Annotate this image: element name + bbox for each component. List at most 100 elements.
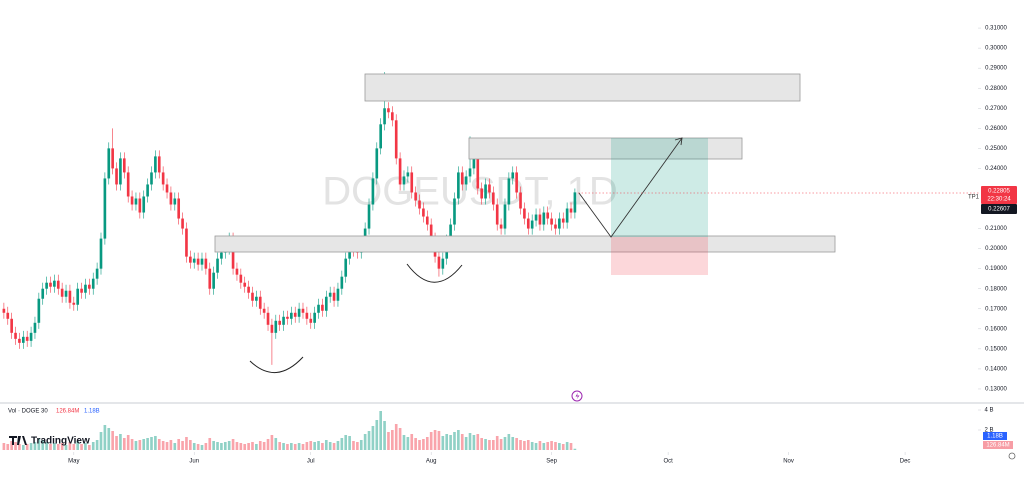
volume-bar — [169, 440, 173, 450]
volume-bar — [115, 436, 118, 450]
volume-bar — [150, 437, 153, 450]
candle-body — [37, 298, 41, 323]
settings-icon[interactable] — [1008, 452, 1016, 460]
candle-body — [103, 178, 107, 239]
candle-body — [561, 218, 565, 223]
candle-body — [499, 224, 503, 229]
candle-body — [88, 284, 91, 289]
volume-bar — [379, 411, 382, 450]
candle-body — [6, 312, 10, 319]
candle-body — [258, 296, 262, 309]
candle-body — [204, 258, 208, 269]
resistance-zone — [364, 73, 801, 102]
volume-bar — [414, 438, 417, 450]
volume-legend: Vol · DOGE 30 126.84M 1.18B — [8, 409, 100, 415]
y-tick-label: 0.15000 — [985, 346, 1007, 352]
volume-bar — [523, 441, 526, 450]
volume-bar — [212, 441, 215, 450]
volume-bar — [402, 435, 406, 450]
volume-bar — [216, 442, 219, 450]
candle-body — [476, 158, 480, 189]
volume-bar — [142, 439, 146, 450]
candle-body — [266, 312, 270, 325]
volume-bar — [324, 440, 328, 450]
y-tick-label: 0.18000 — [985, 286, 1007, 292]
volume-bar — [208, 438, 212, 450]
candle-body — [200, 258, 204, 265]
candle-body — [530, 220, 534, 229]
volume-bar — [433, 430, 437, 450]
volume-bar — [111, 431, 114, 450]
y-tick-label: 0.31000 — [985, 26, 1007, 32]
candle-body — [472, 158, 476, 169]
volume-bar — [344, 435, 348, 450]
candle-body — [208, 268, 212, 289]
candle-body — [138, 198, 142, 213]
candle-body — [305, 312, 309, 319]
candle-body — [387, 108, 390, 113]
x-tick-label: Nov — [783, 459, 794, 465]
candle-body — [251, 292, 254, 301]
candle-body — [492, 192, 495, 205]
candle-body — [130, 196, 134, 205]
event-bolt — [575, 392, 580, 400]
candle-body — [503, 204, 507, 229]
candle-body — [394, 120, 398, 159]
y-tick-label: 0.16000 — [985, 326, 1007, 332]
candle-body — [546, 212, 550, 219]
volume-bar — [107, 428, 111, 450]
volume-bar — [511, 437, 515, 450]
candle-body — [558, 218, 561, 229]
candle-body — [367, 204, 371, 229]
candle-body — [99, 238, 103, 269]
volume-bar — [134, 441, 138, 450]
candle-body — [309, 318, 313, 323]
volume-bar — [270, 435, 274, 450]
volume-bar — [72, 444, 76, 450]
last-price: 0.22805 — [988, 189, 1010, 195]
volume-bar — [356, 442, 359, 450]
candle-body — [25, 336, 29, 341]
candle-body — [317, 304, 320, 313]
candle-body — [340, 276, 344, 289]
volume-bar — [332, 443, 336, 450]
candle-body — [84, 284, 87, 293]
candle-body — [480, 188, 483, 199]
volume-bar — [154, 436, 157, 450]
volume-ma-axis: 1.18B — [987, 434, 1003, 440]
volume-axis-labels: 1.18B 126.84M — [983, 432, 1013, 449]
volume-bar — [457, 430, 460, 450]
volume-bar — [410, 434, 414, 450]
volume-bar — [321, 443, 324, 450]
volume-bar — [464, 437, 468, 450]
volume-bar — [60, 443, 64, 450]
volume-bar — [274, 438, 278, 450]
volume-tick-label: 4 B — [984, 408, 993, 414]
plot — [2, 27, 981, 455]
pattern-arc — [406, 263, 463, 283]
candle-body — [565, 208, 569, 223]
volume-bar — [91, 442, 95, 450]
candle-body — [181, 218, 184, 229]
candle-body — [91, 278, 95, 289]
projection-arrow — [578, 137, 683, 238]
volume-bar — [480, 438, 483, 450]
volume-bar — [488, 440, 491, 450]
volume-bar — [103, 425, 107, 450]
volume-bar — [64, 445, 68, 450]
volume-bar — [499, 439, 503, 450]
volume-bar — [394, 424, 398, 450]
y-tick-label: 0.27000 — [985, 106, 1007, 112]
candle-body — [196, 258, 200, 265]
y-tick-label: 0.13000 — [985, 387, 1007, 393]
volume-bar — [255, 444, 258, 450]
candle-body — [157, 156, 161, 173]
volume-bar — [196, 444, 200, 450]
candle-body — [192, 258, 196, 263]
volume-bar — [422, 439, 425, 450]
candle-body — [526, 218, 530, 229]
candle-body — [344, 258, 348, 277]
event-icon[interactable] — [571, 390, 583, 402]
candle-body — [154, 156, 157, 173]
candle-body — [457, 172, 460, 199]
